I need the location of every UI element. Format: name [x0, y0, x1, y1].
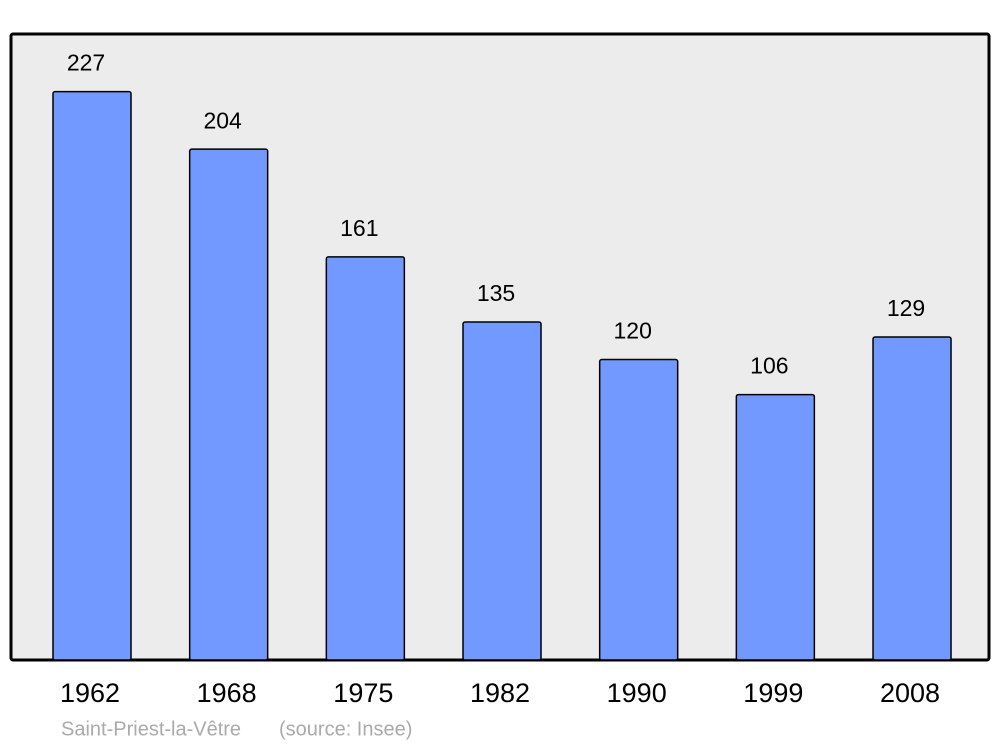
bar — [462, 321, 542, 661]
x-tick-label: 1999 — [743, 678, 803, 708]
chart-caption: Saint-Priest-la-Vêtre — [61, 718, 241, 740]
value-label: 204 — [203, 107, 242, 133]
value-label: 106 — [750, 353, 788, 379]
x-tick-label: 1968 — [197, 678, 257, 708]
value-label: 161 — [340, 215, 378, 241]
x-tick-label: 1975 — [333, 678, 393, 708]
x-tick-label: 1962 — [60, 678, 120, 708]
bar — [872, 336, 952, 661]
x-tick-label: 1990 — [607, 678, 667, 708]
value-label: 120 — [613, 318, 651, 344]
value-label: 135 — [477, 280, 515, 306]
bar — [735, 393, 816, 661]
bar — [325, 256, 406, 661]
x-tick-label: 1982 — [470, 678, 530, 708]
bar — [188, 148, 269, 661]
value-label: 129 — [887, 295, 925, 321]
bar — [52, 90, 132, 661]
x-tick-label: 2008 — [880, 678, 940, 708]
value-label: 227 — [67, 50, 105, 76]
chart-source: (source: Insee) — [279, 718, 412, 740]
bar — [598, 358, 679, 661]
